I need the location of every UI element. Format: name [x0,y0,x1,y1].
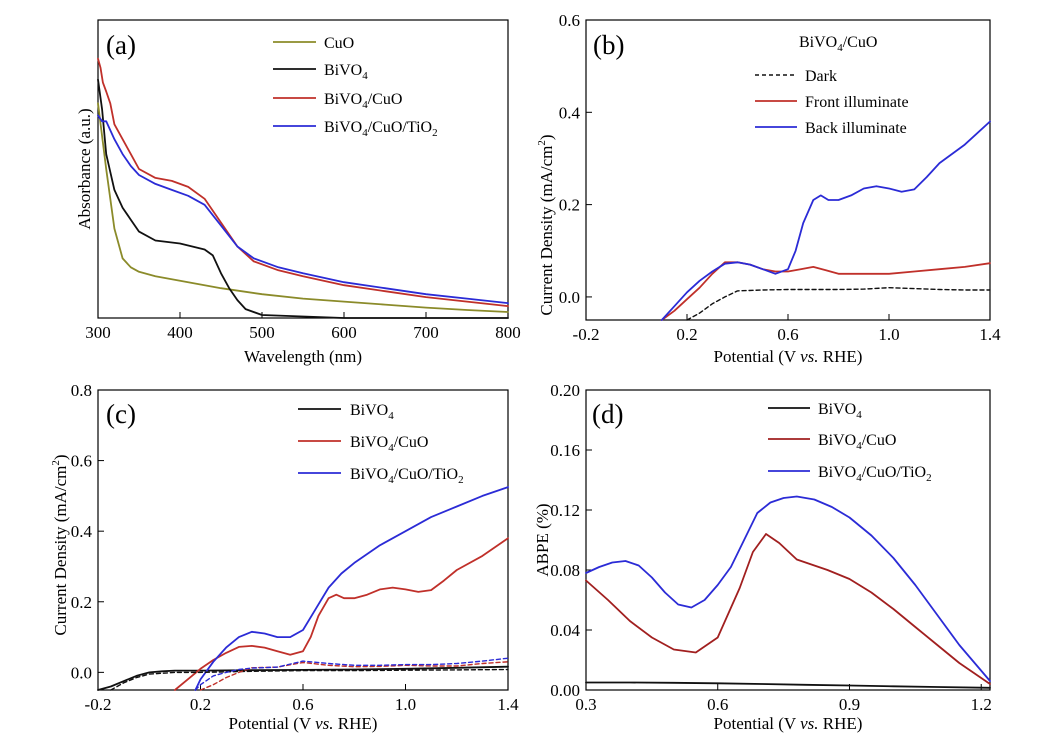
panel-4-ytick-label: 0.08 [550,561,580,580]
panel-a-label: (a) [106,30,136,60]
panel-d: (d) 0.3 0.6 0.9 1.2 0.00 0.04 0.08 0.12 0.16 0.20… [533,381,992,733]
panel-1-xtick-label: 800 [495,323,521,342]
panel-1-xtick-label: 400 [167,323,193,342]
panel-c-label: (c) [106,399,136,429]
panel-4-ytick-label: 0.00 [550,681,580,700]
panel-2-xtick-label: 0.6 [777,325,798,344]
panel-3-ytick-label: 0.8 [71,381,92,400]
legend-label-back: Back illuminate [805,120,907,137]
legend-label-front: Front illuminate [805,94,909,111]
panel-a-legend: CuO BiVO4 BiVO4/CuO BiVO4/CuO/TiO2 [273,35,438,139]
panel-3-ytick-label: 0.2 [71,593,92,612]
panel-4-series-line-1 [585,681,991,689]
panel-a: (a) 300 400 500 600 700 800 Wavelength (nm) A… [75,19,521,366]
panel-3-series-line-1 [97,665,509,691]
panel-3-xtick-label: 1.4 [497,695,519,714]
panel-2-ytick-label: 0.2 [559,196,580,215]
panel-2-xtick-label: 1.4 [979,325,1001,344]
panel-b-annotation: BiVO4/CuO [799,34,877,54]
panel-2-ytick-label: 0.4 [559,103,581,122]
panel-3-xtick-label: 0.2 [190,695,211,714]
panel-3-series-line-6 [194,657,509,691]
legend-label-d-bivo4-cuo-tio2: BiVO4/CuO/TiO2 [818,464,932,484]
panel-4-series-line-3 [585,495,991,682]
panel-4-series-line-2 [585,533,991,685]
panel-a-frame [97,19,509,319]
legend-label-bivo4: BiVO4 [324,62,368,82]
panel-1-xtick-label: 500 [249,323,275,342]
panel-2-series-line-2 [660,261,991,321]
legend-label-bivo4-cuo-tio2: BiVO4/CuO/TiO2 [324,119,438,139]
panel-2-series-line-3 [660,120,991,321]
panel-1-xtick-label: 300 [85,323,111,342]
panel-a-ylabel: Absorbance (a.u.) [75,108,94,229]
panel-2-ytick-label: 0.0 [559,288,580,307]
panel-d-ylabel: ABPE (%) [533,503,552,576]
panel-c: (c) -0.2 0.2 0.6 1.0 1.4 0.0 0.2 0.4 0.6 0.8 Pote… [50,381,519,733]
panel-c-legend: BiVO4 BiVO4/CuO BiVO4/CuO/TiO2 [298,402,464,486]
panel-3-series-line-2 [174,537,509,691]
panel-3-series-line-3 [194,486,509,691]
panel-1-series-line-2 [97,78,509,319]
panel-3-ytick-label: 0.6 [71,452,92,471]
panel-c-ylabel: Current Density (mA/cm2) [50,454,70,635]
panel-d-xlabel: Potential (V vs. RHE) [714,714,863,733]
panel-b: (b) BiVO4/CuO -0.2 0.2 0.6 1.0 1.4 0.0 0.2 0.4 0… [536,11,1001,366]
legend-label-c-bivo4-cuo-tio2: BiVO4/CuO/TiO2 [350,466,464,486]
panel-3-xtick-label: -0.2 [85,695,112,714]
panel-4-xtick-label: 1.2 [971,695,992,714]
panel-1-xtick-label: 600 [331,323,357,342]
panel-1-series-line-1 [97,102,509,313]
legend-label-c-bivo4: BiVO4 [350,402,394,422]
panel-4-xtick-label: 0.9 [839,695,860,714]
panel-b-label: (b) [593,30,624,60]
panel-b-frame [585,19,991,321]
panel-1-xtick-label: 700 [413,323,439,342]
legend-label-bivo4-cuo: BiVO4/CuO [324,91,402,111]
panel-1-series-line-3 [97,57,509,307]
panel-2-xtick-label: 0.2 [676,325,697,344]
panel-3-ytick-label: 0.0 [71,663,92,682]
panel-b-legend: Dark Front illuminate Back illuminate [755,68,909,137]
panel-2-series-line-1 [686,287,991,321]
panel-d-legend: BiVO4 BiVO4/CuO BiVO4/CuO/TiO2 [768,401,932,484]
panel-4-ytick-label: 0.04 [550,621,580,640]
panel-4-ytick-label: 0.16 [550,441,580,460]
panel-3-xtick-label: 0.6 [292,695,313,714]
legend-label-d-bivo4: BiVO4 [818,401,862,421]
panel-a-xlabel: Wavelength (nm) [244,347,362,366]
panel-c-xlabel: Potential (V vs. RHE) [229,714,378,733]
panel-4-ytick-label: 0.20 [550,381,580,400]
panel-d-label: (d) [592,399,623,429]
panel-d-frame [585,389,991,691]
panel-1-series-line-4 [97,114,509,304]
panel-b-xlabel: Potential (V vs. RHE) [714,347,863,366]
panel-2-xtick-label: 1.0 [878,325,899,344]
panel-4-xtick-label: 0.3 [575,695,596,714]
panel-3-series-line-5 [199,661,509,691]
legend-label-dark: Dark [805,68,837,85]
panel-2-xtick-label: -0.2 [573,325,600,344]
legend-label-d-bivo4-cuo: BiVO4/CuO [818,432,896,452]
panel-b-ylabel: Current Density (mA/cm2) [536,134,556,315]
legend-label-cuo: CuO [324,35,354,52]
panel-3-ytick-label: 0.4 [71,522,93,541]
panel-3-xtick-label: 1.0 [395,695,416,714]
panel-2-ytick-label: 0.6 [559,11,580,30]
panel-c-frame [97,389,509,691]
legend-label-c-bivo4-cuo: BiVO4/CuO [350,434,428,454]
panel-3-series-line-4 [110,668,509,691]
panel-4-xtick-label: 0.6 [707,695,728,714]
panel-4-ytick-label: 0.12 [550,501,580,520]
